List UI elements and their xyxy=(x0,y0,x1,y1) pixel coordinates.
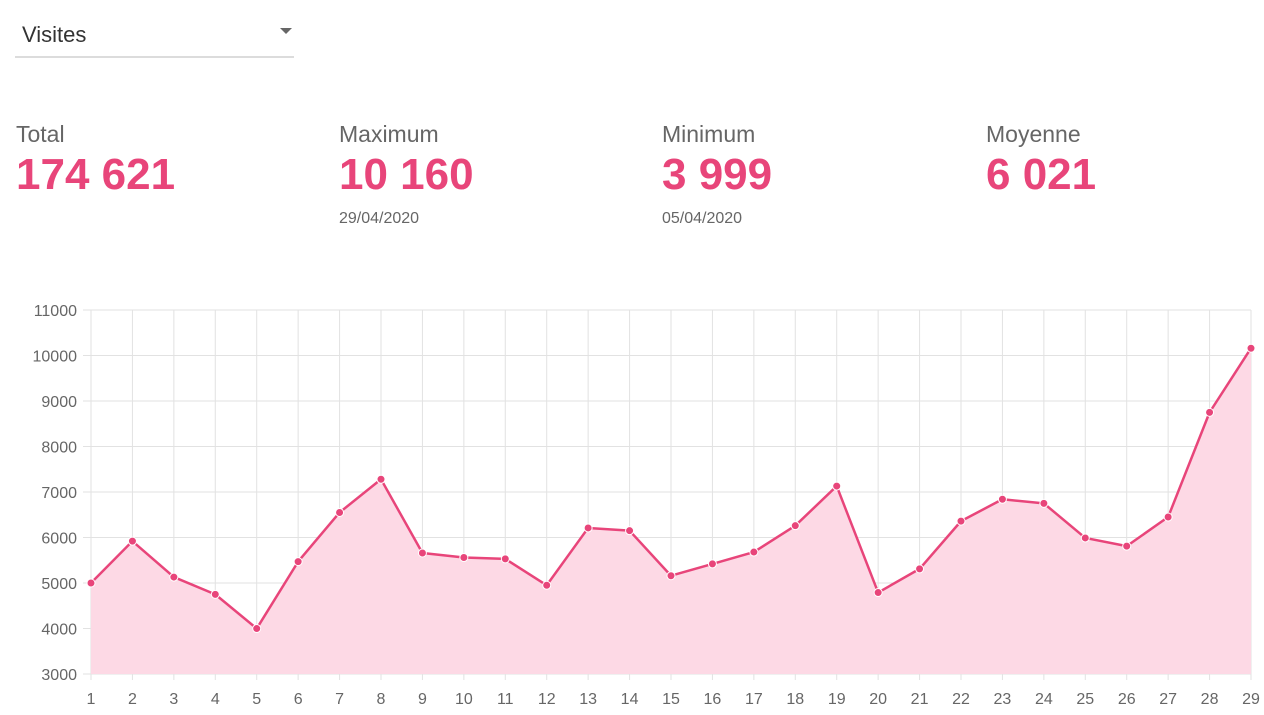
x-tick-label: 7 xyxy=(335,691,344,708)
x-tick-label: 4 xyxy=(211,691,220,708)
x-tick-label: 17 xyxy=(745,691,763,708)
x-tick-label: 2 xyxy=(128,691,137,708)
x-tick-label: 1 xyxy=(87,691,96,708)
x-tick-label: 26 xyxy=(1118,691,1136,708)
y-tick-label: 11000 xyxy=(34,303,77,320)
x-tick-label: 10 xyxy=(455,691,473,708)
x-tick-label: 3 xyxy=(169,691,178,708)
data-point xyxy=(1039,498,1049,508)
stat-minimum-label: Minimum xyxy=(662,121,756,147)
x-tick-label: 28 xyxy=(1201,691,1219,708)
data-point xyxy=(459,553,469,563)
x-tick-label: 19 xyxy=(828,691,846,708)
x-tick-label: 27 xyxy=(1159,691,1177,708)
data-point xyxy=(666,571,676,581)
data-point xyxy=(873,588,883,598)
x-tick-label: 6 xyxy=(294,691,303,708)
x-tick-label: 29 xyxy=(1242,691,1260,708)
stat-minimum-date: 05/04/2020 xyxy=(662,210,743,227)
x-tick-label: 18 xyxy=(786,691,804,708)
y-tick-label: 6000 xyxy=(41,531,77,548)
stat-maximum-value: 10 160 xyxy=(339,150,474,199)
data-point xyxy=(210,589,220,599)
data-point xyxy=(625,526,635,536)
data-point xyxy=(707,559,717,569)
data-point xyxy=(86,578,96,588)
data-point xyxy=(749,547,759,557)
x-tick-label: 14 xyxy=(621,691,639,708)
x-tick-label: 21 xyxy=(911,691,929,708)
stat-minimum-value: 3 999 xyxy=(662,150,773,199)
data-point xyxy=(417,548,427,558)
data-point xyxy=(1205,407,1215,417)
data-point xyxy=(500,554,510,564)
x-tick-label: 22 xyxy=(952,691,970,708)
data-point xyxy=(583,523,593,533)
data-point xyxy=(1122,541,1132,551)
caret-down-icon[interactable] xyxy=(280,28,292,34)
x-tick-label: 8 xyxy=(377,691,386,708)
stat-minimum: Minimum 3 999 05/04/2020 xyxy=(662,118,772,231)
x-tick-label: 16 xyxy=(704,691,722,708)
data-point xyxy=(832,481,842,491)
y-tick-label: 9000 xyxy=(41,394,77,411)
x-tick-label: 25 xyxy=(1076,691,1094,708)
stat-maximum-date: 29/04/2020 xyxy=(339,210,420,227)
stat-maximum: Maximum 10 160 29/04/2020 xyxy=(339,118,474,231)
y-tick-label: 8000 xyxy=(41,440,77,457)
data-point xyxy=(252,624,262,634)
y-tick-label: 5000 xyxy=(41,576,77,593)
data-point xyxy=(956,516,966,526)
series-area xyxy=(91,348,1251,674)
metric-select[interactable]: Visites xyxy=(15,14,294,58)
data-point xyxy=(1080,533,1090,543)
stat-total-label: Total xyxy=(16,121,65,147)
x-tick-label: 24 xyxy=(1035,691,1053,708)
stat-total-value: 174 621 xyxy=(16,150,176,199)
x-tick-label: 20 xyxy=(869,691,887,708)
y-tick-label: 3000 xyxy=(41,667,77,684)
x-tick-label: 13 xyxy=(579,691,597,708)
data-point xyxy=(127,536,137,546)
data-point xyxy=(542,580,552,590)
y-tick-label: 10000 xyxy=(33,349,78,366)
metric-select-value: Visites xyxy=(22,22,87,47)
data-point xyxy=(915,564,925,574)
data-point xyxy=(1246,343,1256,353)
stat-maximum-label: Maximum xyxy=(339,121,439,147)
x-tick-label: 5 xyxy=(252,691,261,708)
data-point xyxy=(169,572,179,582)
data-point xyxy=(376,474,386,484)
data-point xyxy=(997,494,1007,504)
stat-moyenne-value: 6 021 xyxy=(986,150,1097,199)
stat-moyenne: Moyenne 6 021 xyxy=(986,118,1096,203)
stat-moyenne-label: Moyenne xyxy=(986,121,1081,147)
x-tick-label: 11 xyxy=(497,691,514,708)
y-tick-label: 4000 xyxy=(41,622,77,639)
x-tick-label: 23 xyxy=(994,691,1012,708)
data-point xyxy=(790,521,800,531)
x-tick-label: 15 xyxy=(662,691,680,708)
data-point xyxy=(335,507,345,517)
x-tick-label: 12 xyxy=(538,691,556,708)
y-tick-label: 7000 xyxy=(41,485,77,502)
x-tick-label: 9 xyxy=(418,691,427,708)
data-point xyxy=(293,557,303,567)
stat-total: Total 174 621 xyxy=(16,118,175,203)
data-point xyxy=(1163,512,1173,522)
